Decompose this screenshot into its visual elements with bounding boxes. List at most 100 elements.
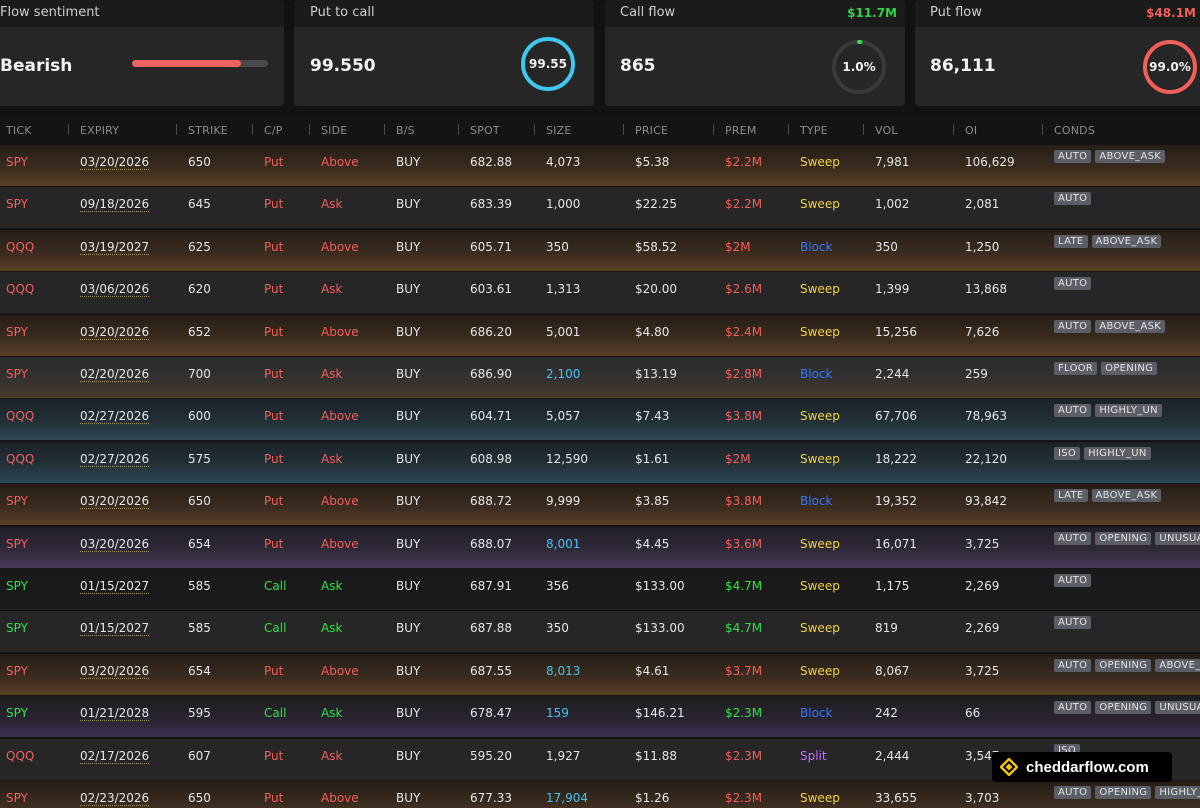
cell-tick[interactable]: SPY — [6, 621, 28, 635]
cell-tick[interactable]: SPY — [6, 325, 28, 339]
cell-tick[interactable]: QQQ — [6, 452, 34, 466]
cell-tick[interactable]: SPY — [6, 494, 28, 508]
table-row[interactable]: QQQ 03/06/2026 620 Put Ask BUY 603.61 1,313 $20.… — [0, 272, 1200, 314]
table-row[interactable]: SPY 01/15/2027 585 Call Ask BUY 687.88 350 $133.… — [0, 611, 1200, 653]
cell-prem: $2.3M — [725, 791, 762, 805]
column-resize-handle[interactable] — [534, 124, 535, 135]
column-header-type[interactable]: TYPE — [800, 124, 828, 137]
table-row[interactable]: SPY 01/21/2028 595 Call Ask BUY 678.47 159 $146.… — [0, 696, 1200, 738]
column-header-price[interactable]: PRICE — [635, 124, 668, 137]
column-header-expiry[interactable]: EXPIRY — [80, 124, 119, 137]
cell-price: $58.52 — [635, 240, 677, 254]
cell-vol: 18,222 — [875, 452, 917, 466]
cell-side: Ask — [321, 579, 342, 593]
table-row[interactable]: SPY 02/23/2026 650 Put Above BUY 677.33 17,904 $… — [0, 781, 1200, 808]
cell-tick[interactable]: SPY — [6, 367, 28, 381]
column-header-strike[interactable]: STRIKE — [188, 124, 228, 137]
call-flow-premium: $11.7M — [847, 6, 897, 20]
cell-strike: 654 — [188, 664, 211, 678]
table-row[interactable]: SPY 03/20/2026 654 Put Above BUY 687.55 8,013 $4… — [0, 654, 1200, 696]
cell-tick[interactable]: QQQ — [6, 282, 34, 296]
cell-tick[interactable]: SPY — [6, 537, 28, 551]
column-resize-handle[interactable] — [68, 124, 69, 135]
cell-conds: AUTO — [1054, 574, 1091, 587]
column-resize-handle[interactable] — [252, 124, 253, 135]
cell-tick[interactable]: QQQ — [6, 409, 34, 423]
column-resize-handle[interactable] — [458, 124, 459, 135]
column-resize-handle[interactable] — [713, 124, 714, 135]
cell-cp: Put — [264, 452, 283, 466]
cell-conds: FLOOR OPENING — [1054, 362, 1157, 375]
cell-conds: AUTO — [1054, 277, 1091, 290]
cell-type: Split — [800, 749, 827, 763]
cell-tick[interactable]: SPY — [6, 197, 28, 211]
column-header-conds[interactable]: CONDS — [1054, 124, 1095, 137]
table-row[interactable]: QQQ 03/19/2027 625 Put Above BUY 605.71 350 $58.… — [0, 230, 1200, 272]
table-row[interactable]: SPY 03/20/2026 650 Put Above BUY 682.88 4,073 $5… — [0, 145, 1200, 187]
column-resize-handle[interactable] — [788, 124, 789, 135]
column-resize-handle[interactable] — [623, 124, 624, 135]
table-row[interactable]: QQQ 02/27/2026 575 Put Ask BUY 608.98 12,590 $1.… — [0, 442, 1200, 484]
column-header-spot[interactable]: SPOT — [470, 124, 500, 137]
column-header-side[interactable]: SIDE — [321, 124, 347, 137]
cell-tick[interactable]: SPY — [6, 664, 28, 678]
cell-prem: $2M — [725, 452, 751, 466]
column-resize-handle[interactable] — [1042, 124, 1043, 135]
cell-tick[interactable]: SPY — [6, 155, 28, 169]
brand-badge[interactable]: cheddarflow.com — [992, 752, 1172, 782]
cell-spot: 686.90 — [470, 367, 512, 381]
column-header-cp[interactable]: C/P — [264, 124, 283, 137]
cell-bs: BUY — [396, 155, 420, 169]
cell-type: Sweep — [800, 452, 840, 466]
cell-spot: 603.61 — [470, 282, 512, 296]
sentiment-bar — [132, 60, 268, 67]
column-resize-handle[interactable] — [953, 124, 954, 135]
table-row[interactable]: SPY 03/20/2026 652 Put Above BUY 686.20 5,001 $4… — [0, 315, 1200, 357]
put-to-call-gauge: 99.55 — [519, 35, 577, 93]
cell-tick[interactable]: QQQ — [6, 749, 34, 763]
cell-vol: 19,352 — [875, 494, 917, 508]
column-resize-handle[interactable] — [863, 124, 864, 135]
column-resize-handle[interactable] — [176, 124, 177, 135]
cell-prem: $4.7M — [725, 621, 762, 635]
cell-type: Sweep — [800, 537, 840, 551]
cell-side: Ask — [321, 197, 342, 211]
table-header: TICK EXPIRY STRIKE C/P SIDE B/S SPOT SIZE PRICE P… — [0, 115, 1200, 145]
brand-name: cheddarflow.com — [1026, 759, 1149, 776]
condition-tag: ABOVE_ASK — [1095, 320, 1165, 333]
column-resize-handle[interactable] — [309, 124, 310, 135]
cell-size: 1,927 — [546, 749, 580, 763]
cell-oi: 2,269 — [965, 621, 999, 635]
cell-strike: 650 — [188, 155, 211, 169]
cell-tick[interactable]: SPY — [6, 579, 28, 593]
column-header-bs[interactable]: B/S — [396, 124, 415, 137]
cell-size: 350 — [546, 240, 569, 254]
condition-tag: ABOVE_ASK — [1092, 489, 1162, 502]
cell-cp: Put — [264, 494, 283, 508]
call-flow-value: 865 — [620, 56, 656, 76]
cell-type: Block — [800, 367, 832, 381]
column-header-tick[interactable]: TICK — [6, 124, 32, 137]
table-row[interactable]: SPY 03/20/2026 654 Put Above BUY 688.07 8,001 $4… — [0, 527, 1200, 569]
cell-size: 350 — [546, 621, 569, 635]
table-row[interactable]: SPY 09/18/2026 645 Put Ask BUY 683.39 1,000 $22.… — [0, 187, 1200, 229]
table-row[interactable]: SPY 01/15/2027 585 Call Ask BUY 687.91 356 $133.… — [0, 569, 1200, 611]
column-header-vol[interactable]: VOL — [875, 124, 898, 137]
cell-conds: AUTO OPENING HIGHLY_ — [1054, 786, 1200, 799]
table-row[interactable]: QQQ 02/27/2026 600 Put Above BUY 604.71 5,057 $7… — [0, 399, 1200, 441]
column-resize-handle[interactable] — [384, 124, 385, 135]
column-header-size[interactable]: SIZE — [546, 124, 572, 137]
column-header-oi[interactable]: OI — [965, 124, 977, 137]
cell-oi: 3,725 — [965, 537, 999, 551]
cell-tick[interactable]: SPY — [6, 706, 28, 720]
condition-tag: AUTO — [1054, 574, 1091, 587]
cell-tick[interactable]: QQQ — [6, 240, 34, 254]
cell-tick[interactable]: SPY — [6, 791, 28, 805]
cell-oi: 1,250 — [965, 240, 999, 254]
table-row[interactable]: SPY 02/20/2026 700 Put Ask BUY 686.90 2,100 $13.… — [0, 357, 1200, 399]
column-header-prem[interactable]: PREM — [725, 124, 757, 137]
table-row[interactable]: SPY 03/20/2026 650 Put Above BUY 688.72 9,999 $3… — [0, 484, 1200, 526]
cell-spot: 682.88 — [470, 155, 512, 169]
cell-cp: Put — [264, 282, 283, 296]
cell-spot: 688.07 — [470, 537, 512, 551]
